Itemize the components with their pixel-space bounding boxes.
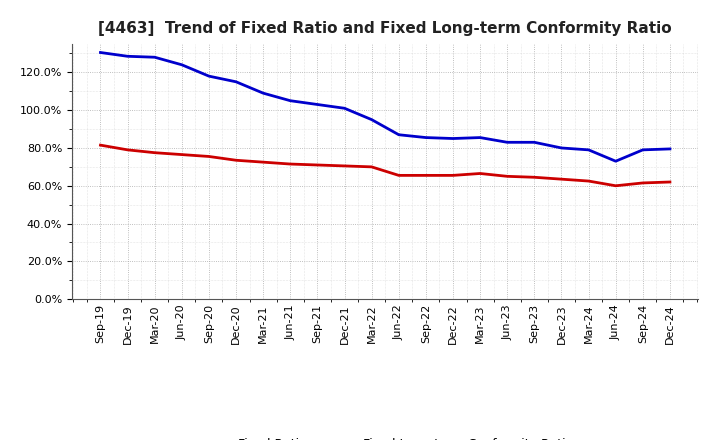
Fixed Long-term Conformity Ratio [449, 173, 457, 178]
Fixed Long-term Conformity Ratio [611, 183, 620, 188]
Fixed Ratio [449, 136, 457, 141]
Fixed Long-term Conformity Ratio [232, 158, 240, 163]
Line: Fixed Ratio: Fixed Ratio [101, 52, 670, 161]
Fixed Long-term Conformity Ratio [557, 176, 566, 182]
Fixed Ratio [123, 54, 132, 59]
Fixed Long-term Conformity Ratio [584, 178, 593, 183]
Fixed Long-term Conformity Ratio [204, 154, 213, 159]
Fixed Long-term Conformity Ratio [665, 180, 674, 185]
Title: [4463]  Trend of Fixed Ratio and Fixed Long-term Conformity Ratio: [4463] Trend of Fixed Ratio and Fixed Lo… [99, 21, 672, 36]
Fixed Ratio [232, 79, 240, 84]
Fixed Ratio [584, 147, 593, 153]
Fixed Ratio [204, 73, 213, 79]
Fixed Long-term Conformity Ratio [259, 160, 268, 165]
Fixed Ratio [476, 135, 485, 140]
Fixed Ratio [395, 132, 403, 137]
Fixed Long-term Conformity Ratio [150, 150, 159, 155]
Fixed Ratio [178, 62, 186, 67]
Line: Fixed Long-term Conformity Ratio: Fixed Long-term Conformity Ratio [101, 145, 670, 186]
Fixed Long-term Conformity Ratio [286, 161, 294, 167]
Fixed Ratio [96, 50, 105, 55]
Fixed Ratio [259, 91, 268, 96]
Fixed Long-term Conformity Ratio [421, 173, 430, 178]
Fixed Ratio [313, 102, 322, 107]
Fixed Long-term Conformity Ratio [639, 180, 647, 186]
Legend: Fixed Ratio, Fixed Long-term Conformity Ratio: Fixed Ratio, Fixed Long-term Conformity … [197, 438, 573, 440]
Fixed Ratio [639, 147, 647, 153]
Fixed Ratio [421, 135, 430, 140]
Fixed Long-term Conformity Ratio [123, 147, 132, 153]
Fixed Ratio [557, 145, 566, 150]
Fixed Long-term Conformity Ratio [96, 143, 105, 148]
Fixed Ratio [367, 117, 376, 122]
Fixed Ratio [150, 55, 159, 60]
Fixed Long-term Conformity Ratio [313, 162, 322, 168]
Fixed Ratio [341, 106, 349, 111]
Fixed Ratio [503, 139, 511, 145]
Fixed Ratio [611, 158, 620, 164]
Fixed Long-term Conformity Ratio [341, 163, 349, 169]
Fixed Ratio [530, 139, 539, 145]
Fixed Long-term Conformity Ratio [395, 173, 403, 178]
Fixed Long-term Conformity Ratio [503, 174, 511, 179]
Fixed Long-term Conformity Ratio [476, 171, 485, 176]
Fixed Long-term Conformity Ratio [178, 152, 186, 157]
Fixed Long-term Conformity Ratio [530, 175, 539, 180]
Fixed Ratio [286, 98, 294, 103]
Fixed Long-term Conformity Ratio [367, 164, 376, 169]
Fixed Ratio [665, 146, 674, 151]
